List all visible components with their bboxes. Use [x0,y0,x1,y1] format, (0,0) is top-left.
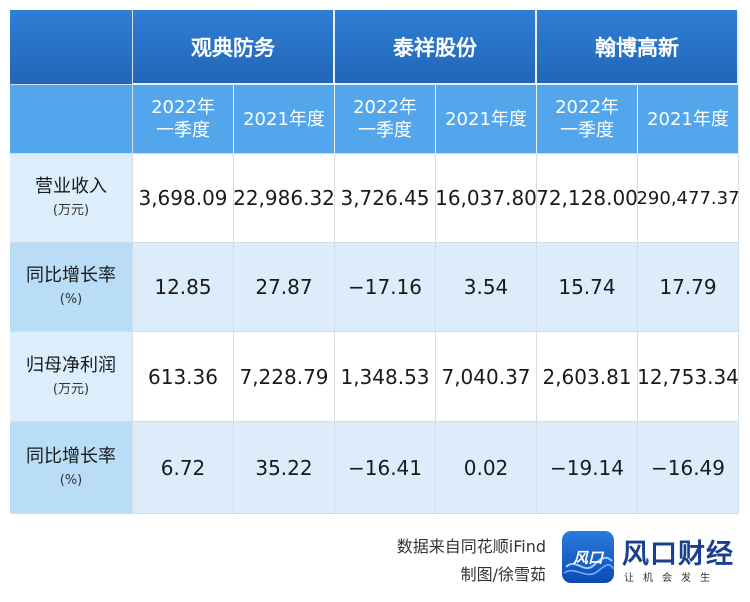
brand-name: 风口财经 [622,539,734,570]
period-header: 2021年度 [638,85,739,154]
table-corner [10,10,133,85]
table-cell: 15.74 [537,243,638,332]
row-label-unit: (%) [59,292,83,307]
table-corner-sub [10,85,133,154]
table-cell: 22,986.32 [233,154,335,243]
financial-table: 观典防务 泰祥股份 翰博高新 2022年 一季度 2021年度 2022年 一季… [10,10,740,514]
row-label-unit: (万元) [52,381,90,397]
logo-wave-icon [563,556,614,576]
table-cell: 12.85 [133,243,234,332]
table-cell: 6.72 [133,422,234,514]
table-cell: 1,348.53 [335,332,436,422]
period-header: 2021年度 [234,85,335,154]
company-header: 泰祥股份 [335,10,537,85]
row-label-text: 同比增长率 [26,445,116,467]
table-cell: 3,698.09 [133,154,234,243]
company-header: 翰博高新 [537,10,739,85]
table-cell: 0.02 [436,422,537,514]
chart-credit: 制图/徐雪茹 [460,565,546,584]
table-cell: 16,037.80 [435,154,537,243]
logo-mark-text: 风口 [572,548,603,567]
table-cell: 12,753.34 [637,332,739,422]
company-header: 观典防务 [133,10,335,85]
table-cell: 613.36 [133,332,234,422]
table-cell: −16.49 [638,422,739,514]
table-cell: 3.54 [436,243,537,332]
brand-logo-icon: 风口 [562,531,614,583]
table-cell: 7,228.79 [234,332,335,422]
row-label-unit: (万元) [52,203,90,218]
row-label-profit-growth: 同比增长率 (%) [10,422,133,514]
period-header: 2022年 一季度 [537,85,638,154]
table-cell: 17.79 [638,243,739,332]
period-header: 2022年 一季度 [335,85,436,154]
table-cell: 27.87 [234,243,335,332]
table-cell: 290,477.37 [636,154,740,243]
table-cell: −17.16 [335,243,436,332]
table-cell: −16.41 [335,422,436,514]
row-label-text: 营业收入 [35,176,107,197]
brand-slogan: 让机会发生 [624,573,719,584]
table-cell: 3,726.45 [335,154,436,243]
table-cell: 2,603.81 [537,332,638,422]
table-cell: 72,128.00 [536,154,638,243]
row-label-text: 归母净利润 [26,354,116,376]
row-label-net-profit: 归母净利润 (万元) [10,332,133,422]
data-source-note: 数据来自同花顺iFind [396,537,546,556]
period-header: 2022年 一季度 [133,85,234,154]
row-label-unit: (%) [59,472,83,488]
row-label-text: 同比增长率 [26,265,116,286]
row-label-revenue: 营业收入 (万元) [10,154,133,243]
table-cell: 35.22 [234,422,335,514]
period-header: 2021年度 [436,85,537,154]
table-cell: 7,040.37 [436,332,537,422]
table-cell: −19.14 [537,422,638,514]
row-label-revenue-growth: 同比增长率 (%) [10,243,133,332]
